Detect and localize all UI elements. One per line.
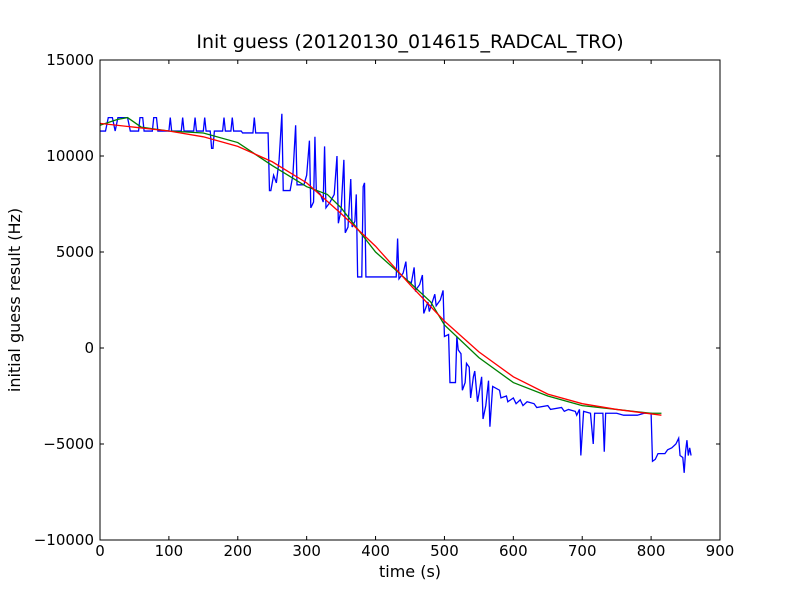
data-line [100, 113, 692, 473]
y-tick-label: 10000 [46, 147, 94, 165]
x-tick-label: 300 [292, 542, 321, 560]
x-tick-label: 800 [637, 542, 666, 560]
y-tick-label: 5000 [56, 243, 94, 261]
x-tick-label: 200 [223, 542, 252, 560]
x-tick-label: 900 [706, 542, 735, 560]
x-axis-label: time (s) [379, 562, 441, 581]
y-axis-label: initial guess result (Hz) [5, 208, 24, 392]
y-tick-label: −10000 [34, 531, 94, 549]
y-tick-label: 0 [84, 339, 94, 357]
x-tick-label: 400 [361, 542, 390, 560]
y-tick-label: −5000 [43, 435, 94, 453]
chart-title: Init guess (20120130_014615_RADCAL_TRO) [196, 31, 623, 53]
x-tick-label: 0 [95, 542, 105, 560]
x-tick-label: 500 [430, 542, 459, 560]
plot-frame [99, 59, 721, 541]
x-tick-label: 700 [568, 542, 597, 560]
data-line [99, 122, 662, 416]
y-tick-label: 15000 [46, 51, 94, 69]
x-tick-label: 100 [155, 542, 184, 560]
x-tick-label: 600 [499, 542, 528, 560]
